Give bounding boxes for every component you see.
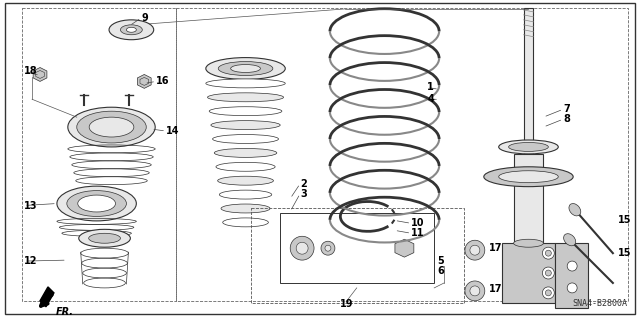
Text: SNA4-B2800A: SNA4-B2800A (573, 299, 628, 308)
Text: 3: 3 (300, 189, 307, 199)
Text: 17: 17 (489, 243, 502, 253)
Circle shape (290, 236, 314, 260)
Ellipse shape (77, 195, 115, 212)
Text: FR.: FR. (56, 307, 74, 317)
Text: 13: 13 (24, 201, 38, 211)
Bar (280, 213, 434, 283)
Text: 19: 19 (340, 299, 353, 309)
Ellipse shape (67, 191, 127, 216)
Ellipse shape (218, 176, 273, 185)
Circle shape (321, 241, 335, 255)
Ellipse shape (89, 233, 120, 243)
Ellipse shape (77, 111, 147, 143)
Bar (513, 154, 543, 243)
Ellipse shape (209, 107, 282, 116)
Ellipse shape (216, 162, 275, 171)
Ellipse shape (569, 204, 580, 216)
Ellipse shape (211, 121, 280, 130)
Circle shape (470, 286, 480, 296)
Circle shape (542, 247, 554, 259)
Text: 8: 8 (563, 114, 570, 124)
Polygon shape (138, 74, 151, 88)
Text: 10: 10 (412, 219, 425, 228)
Circle shape (545, 270, 551, 276)
Ellipse shape (499, 171, 558, 183)
Ellipse shape (218, 62, 273, 76)
Ellipse shape (57, 186, 136, 221)
Text: 2: 2 (300, 179, 307, 189)
Circle shape (545, 290, 551, 296)
Ellipse shape (564, 234, 576, 246)
Ellipse shape (484, 167, 573, 187)
Ellipse shape (206, 79, 285, 88)
Ellipse shape (499, 140, 558, 154)
Circle shape (465, 240, 485, 260)
Text: 16: 16 (156, 77, 170, 86)
Text: 15: 15 (618, 215, 631, 226)
Ellipse shape (68, 107, 155, 147)
Circle shape (325, 245, 331, 251)
Circle shape (465, 281, 485, 301)
Ellipse shape (221, 204, 270, 213)
Polygon shape (556, 243, 588, 308)
Ellipse shape (509, 143, 548, 152)
Ellipse shape (120, 25, 142, 35)
Text: 5: 5 (437, 256, 444, 266)
Ellipse shape (513, 239, 543, 247)
Text: 7: 7 (563, 104, 570, 114)
Circle shape (542, 287, 554, 299)
Text: 6: 6 (437, 266, 444, 276)
Polygon shape (33, 68, 47, 81)
Polygon shape (395, 239, 414, 257)
Text: 9: 9 (141, 13, 148, 23)
Circle shape (296, 242, 308, 254)
Text: 15: 15 (618, 248, 631, 258)
Ellipse shape (109, 20, 154, 40)
Ellipse shape (207, 93, 284, 102)
Bar (524, 8, 534, 159)
Ellipse shape (230, 64, 260, 72)
Circle shape (545, 250, 551, 256)
Bar (176, 8, 628, 301)
Circle shape (542, 267, 554, 279)
Ellipse shape (223, 218, 268, 227)
Polygon shape (40, 287, 54, 307)
Ellipse shape (214, 148, 277, 157)
Text: 1: 1 (428, 82, 434, 93)
Ellipse shape (79, 229, 131, 247)
Text: 17: 17 (489, 284, 502, 294)
Bar (22, 8, 176, 301)
Ellipse shape (206, 58, 285, 79)
Ellipse shape (212, 135, 278, 144)
Text: 12: 12 (24, 256, 38, 266)
Ellipse shape (127, 27, 136, 32)
Circle shape (567, 283, 577, 293)
Bar (250, 209, 464, 303)
Ellipse shape (89, 117, 134, 137)
Text: 14: 14 (166, 126, 180, 136)
Text: 11: 11 (412, 228, 425, 238)
Text: 18: 18 (24, 66, 38, 77)
Circle shape (470, 245, 480, 255)
Text: 4: 4 (428, 94, 434, 104)
Circle shape (567, 261, 577, 271)
Polygon shape (502, 243, 556, 303)
Ellipse shape (220, 190, 272, 199)
